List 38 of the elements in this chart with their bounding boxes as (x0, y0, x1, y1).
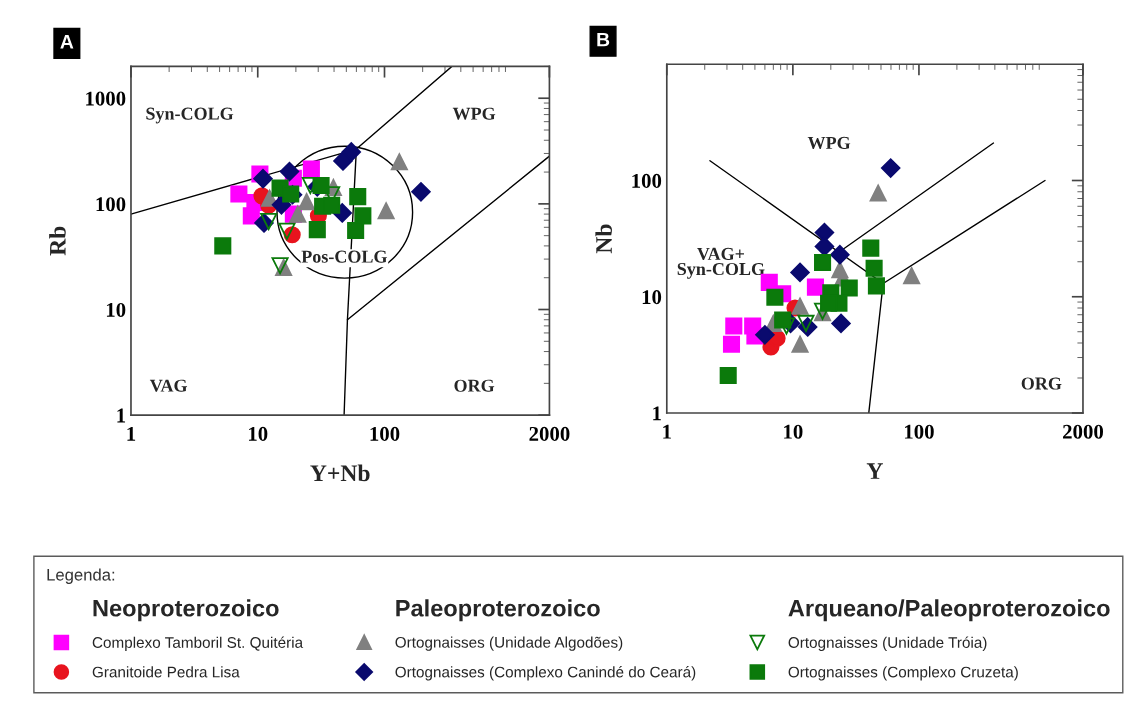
annotation: VAG (149, 379, 188, 392)
text: Arqueano/Paleoproterozoico (788, 599, 1110, 622)
legend-label: Ortognaisses (Complexo Cruzeta) (788, 666, 1018, 681)
x-tick-label: 10 (784, 424, 803, 439)
x-tick-label: 2000 (529, 426, 570, 441)
annotation: Pos-COLG (301, 250, 388, 263)
text: Neoproterozoico (93, 599, 279, 622)
text: Paleoproterozoico (396, 599, 600, 622)
x-tick-label: 100 (904, 424, 934, 439)
annotation: WPG (807, 136, 851, 150)
x-axis-title: Y (866, 463, 883, 479)
y-tick-label: 1 (117, 408, 126, 423)
legend-title: Legenda: (47, 568, 115, 584)
legend-label: Ortognaisses (Unidade Algodões) (395, 636, 623, 651)
legend-label: Complexo Tamboril St. Quitéria (92, 636, 304, 651)
annotation: Syn-COLG (146, 107, 234, 124)
x-tick-label: 2000 (1063, 424, 1104, 439)
y-axis-title: Rb (49, 226, 66, 256)
annotation: VAG+ Syn-COLG (677, 247, 765, 279)
y-tick-label: 100 (632, 173, 662, 188)
annotation: WPG (452, 107, 496, 120)
y-axis-title: Nb (595, 224, 612, 254)
x-tick-label: 10 (248, 426, 268, 441)
x-tick-label: 1 (127, 426, 136, 441)
y-tick-label: 100 (96, 197, 126, 212)
y-tick-label: 1 (653, 406, 661, 421)
legend-label: Granitoide Pedra Lisa (92, 666, 240, 678)
annotation: ORG (1021, 377, 1062, 390)
x-tick-label: 100 (370, 426, 400, 441)
legend-label: Ortognaisses (Unidade Tróia) (788, 636, 987, 651)
annotation: ORG (454, 379, 495, 392)
legend-label: Ortognaisses (Complexo Canindé do Ceará) (395, 666, 696, 681)
x-axis-title: Y+Nb (310, 464, 370, 482)
chart-title: A (60, 35, 74, 49)
y-tick-label: 10 (106, 302, 126, 317)
y-tick-label: 10 (642, 290, 662, 305)
y-tick-label: 1000 (86, 91, 126, 106)
chart-title: B (597, 32, 610, 47)
